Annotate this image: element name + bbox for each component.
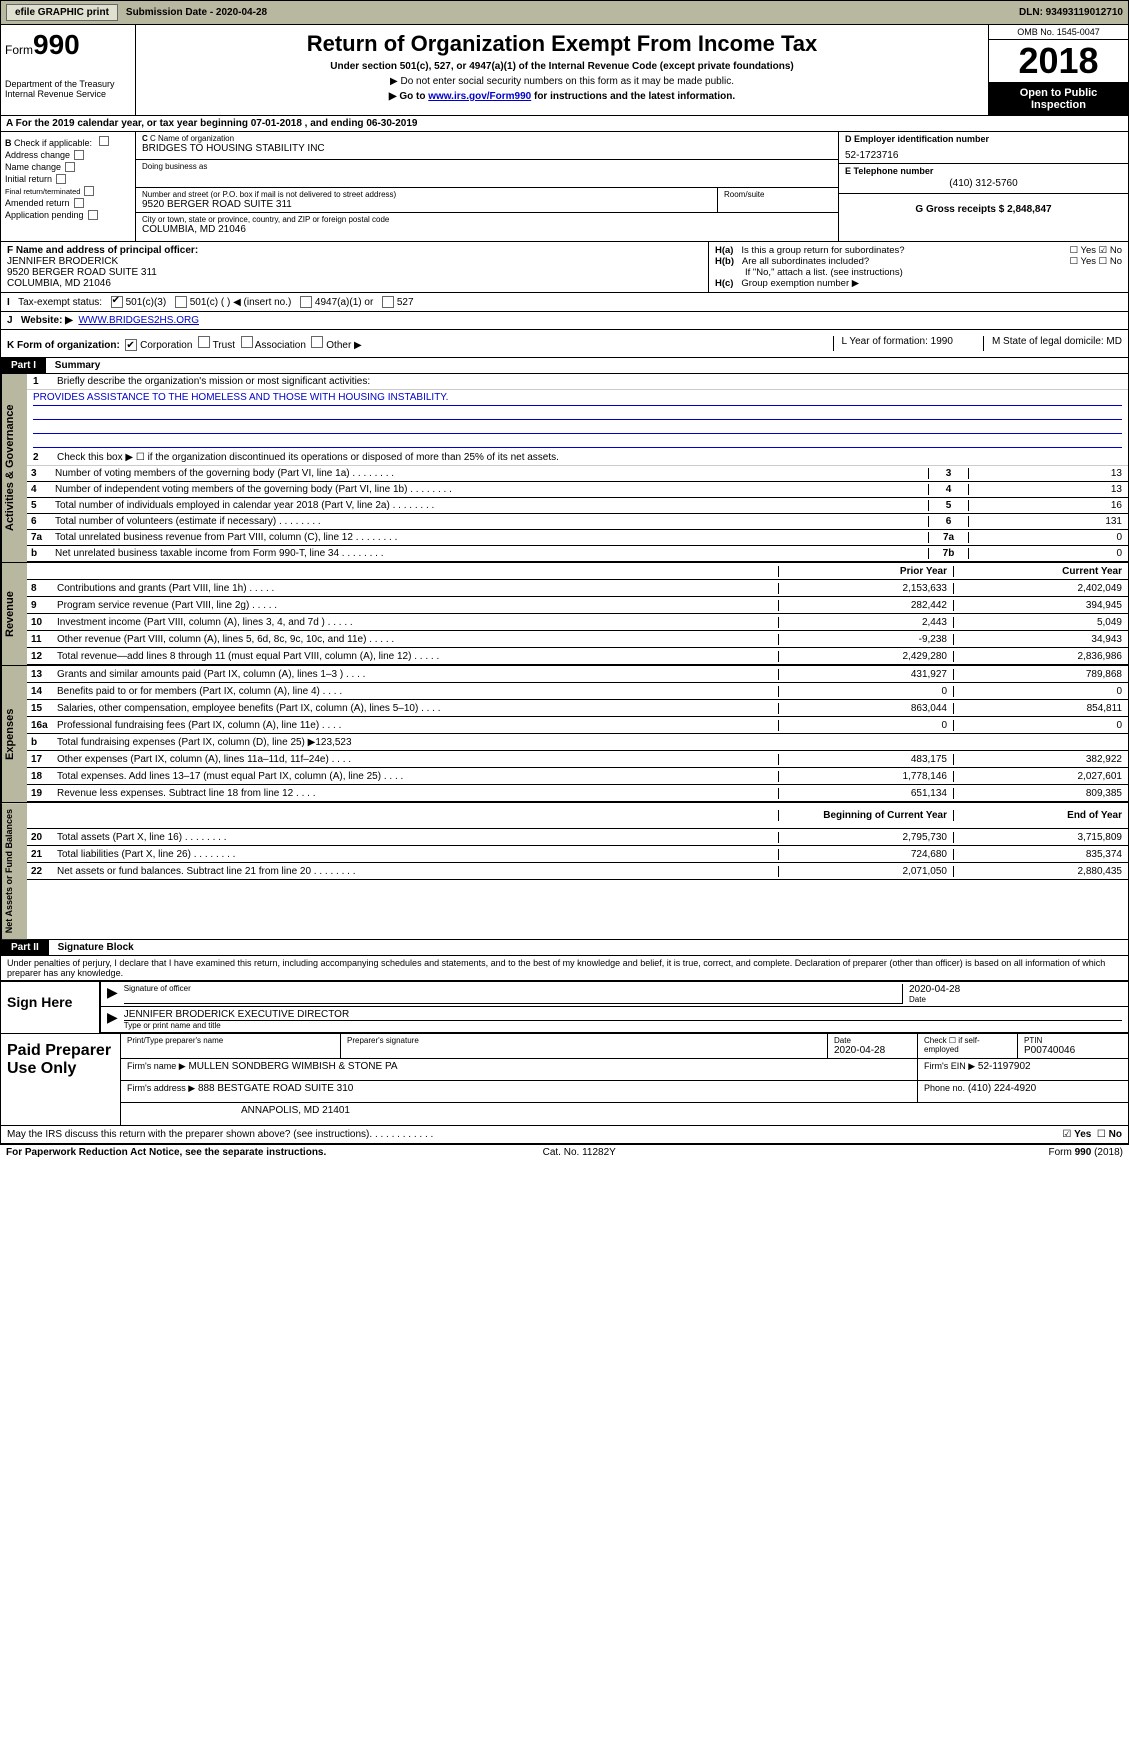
open-to-public: Open to Public Inspection xyxy=(989,83,1128,115)
summary-revenue: Revenue Prior YearCurrent Year 8Contribu… xyxy=(0,563,1129,666)
dept-label: Department of the Treasury Internal Reve… xyxy=(5,79,131,99)
org-name-field: C C Name of organization BRIDGES TO HOUS… xyxy=(136,132,838,160)
footer: For Paperwork Reduction Act Notice, see … xyxy=(0,1144,1129,1160)
paid-preparer-label: Paid Preparer Use Only xyxy=(1,1034,121,1125)
tab-governance: Activities & Governance xyxy=(1,374,27,562)
mission-text: PROVIDES ASSISTANCE TO THE HOMELESS AND … xyxy=(33,392,1122,406)
summary-line-5: 5 Total number of individuals employed i… xyxy=(27,498,1128,514)
tab-net-assets: Net Assets or Fund Balances xyxy=(1,803,27,939)
chk-initial-return[interactable]: Initial return xyxy=(5,174,131,184)
address-field: Number and street (or P.O. box if mail i… xyxy=(136,188,718,212)
exp-line-16a: 16aProfessional fundraising fees (Part I… xyxy=(27,717,1128,734)
exp-line-14: 14Benefits paid to or for members (Part … xyxy=(27,683,1128,700)
tax-year: 2018 xyxy=(989,40,1128,83)
exp-line-b: bTotal fundraising expenses (Part IX, co… xyxy=(27,734,1128,751)
chk-501c[interactable] xyxy=(175,296,187,308)
chk-other[interactable] xyxy=(311,336,323,348)
chk-assoc[interactable] xyxy=(241,336,253,348)
city-field: City or town, state or province, country… xyxy=(136,213,838,241)
chk-address-change[interactable]: Address change xyxy=(5,150,131,160)
exp-line-17: 17Other expenses (Part IX, column (A), l… xyxy=(27,751,1128,768)
exp-line-13: 13Grants and similar amounts paid (Part … xyxy=(27,666,1128,683)
chk-pending[interactable]: Application pending xyxy=(5,210,131,220)
rev-line-8: 8Contributions and grants (Part VIII, li… xyxy=(27,580,1128,597)
note-link: ▶ Go to www.irs.gov/Form990 for instruct… xyxy=(142,91,982,102)
sign-here-label: Sign Here xyxy=(1,982,101,1033)
chk-trust[interactable] xyxy=(198,336,210,348)
ein-field: D Employer identification number 52-1723… xyxy=(839,132,1128,164)
summary-line-6: 6 Total number of volunteers (estimate i… xyxy=(27,514,1128,530)
phone-field: E Telephone number (410) 312-5760 xyxy=(839,164,1128,194)
website-link[interactable]: WWW.BRIDGES2HS.ORG xyxy=(78,315,199,326)
tab-revenue: Revenue xyxy=(1,563,27,665)
rev-line-11: 11Other revenue (Part VIII, column (A), … xyxy=(27,631,1128,648)
chk-501c3[interactable] xyxy=(111,296,123,308)
form-subtitle: Under section 501(c), 527, or 4947(a)(1)… xyxy=(142,61,982,72)
room-field: Room/suite xyxy=(718,188,838,212)
chk-4947[interactable] xyxy=(300,296,312,308)
state-domicile: M State of legal domicile: MD xyxy=(983,336,1122,351)
note-ssn: ▶ Do not enter social security numbers o… xyxy=(142,76,982,87)
chk-corp[interactable]: ✔ xyxy=(125,339,137,351)
part1-header: Part I Summary xyxy=(0,358,1129,374)
row-k-org-form: K Form of organization: ✔ Corporation Tr… xyxy=(0,330,1129,358)
top-bar: efile GRAPHIC print Submission Date - 20… xyxy=(0,0,1129,25)
summary-line-7a: 7a Total unrelated business revenue from… xyxy=(27,530,1128,546)
net-line-21: 21Total liabilities (Part X, line 26) . … xyxy=(27,846,1128,863)
summary-line-7b: b Net unrelated business taxable income … xyxy=(27,546,1128,562)
rev-line-10: 10Investment income (Part VIII, column (… xyxy=(27,614,1128,631)
rev-line-12: 12Total revenue—add lines 8 through 11 (… xyxy=(27,648,1128,665)
tab-expenses: Expenses xyxy=(1,666,27,802)
row-f-officer: F Name and address of principal officer:… xyxy=(0,242,1129,293)
net-line-20: 20Total assets (Part X, line 16) . . . .… xyxy=(27,829,1128,846)
chk-amended[interactable]: Amended return xyxy=(5,198,131,208)
row-i-tax-status: I Tax-exempt status: 501(c)(3) 501(c) ( … xyxy=(0,293,1129,312)
gross-receipts: G Gross receipts $ 2,848,847 xyxy=(839,194,1128,224)
section-identity: B Check if applicable: Address change Na… xyxy=(0,132,1129,242)
net-line-22: 22Net assets or fund balances. Subtract … xyxy=(27,863,1128,880)
part2-header: Part II Signature Block xyxy=(0,940,1129,956)
row-j-website: J Website: ▶ WWW.BRIDGES2HS.ORG xyxy=(0,312,1129,330)
summary-net-assets: Net Assets or Fund Balances Beginning of… xyxy=(0,803,1129,940)
submission-date: Submission Date - 2020-04-28 xyxy=(126,7,267,18)
dln: DLN: 93493119012710 xyxy=(1019,7,1123,18)
summary-line-4: 4 Number of independent voting members o… xyxy=(27,482,1128,498)
irs-link[interactable]: www.irs.gov/Form990 xyxy=(428,91,531,102)
summary-line-3: 3 Number of voting members of the govern… xyxy=(27,466,1128,482)
summary-expenses: Expenses 13Grants and similar amounts pa… xyxy=(0,666,1129,803)
year-formation: L Year of formation: 1990 xyxy=(833,336,953,351)
efile-button[interactable]: efile GRAPHIC print xyxy=(6,4,118,21)
signature-block: Under penalties of perjury, I declare th… xyxy=(0,956,1129,1034)
chk-name-change[interactable]: Name change xyxy=(5,162,131,172)
row-a-tax-year: A For the 2019 calendar year, or tax yea… xyxy=(0,116,1129,132)
form-header: Form990 Department of the Treasury Inter… xyxy=(0,25,1129,116)
form-title: Return of Organization Exempt From Incom… xyxy=(142,31,982,57)
exp-line-18: 18Total expenses. Add lines 13–17 (must … xyxy=(27,768,1128,785)
chk-final-return[interactable]: Final return/terminated xyxy=(5,186,131,196)
discuss-row: May the IRS discuss this return with the… xyxy=(0,1126,1129,1144)
rev-line-9: 9Program service revenue (Part VIII, lin… xyxy=(27,597,1128,614)
omb-number: OMB No. 1545-0047 xyxy=(989,25,1128,40)
chk-527[interactable] xyxy=(382,296,394,308)
dba-field: Doing business as xyxy=(136,160,838,188)
form-number: Form990 xyxy=(5,29,131,61)
paid-preparer-block: Paid Preparer Use Only Print/Type prepar… xyxy=(0,1034,1129,1126)
exp-line-19: 19Revenue less expenses. Subtract line 1… xyxy=(27,785,1128,802)
summary-governance: Activities & Governance 1Briefly describ… xyxy=(0,374,1129,563)
exp-line-15: 15Salaries, other compensation, employee… xyxy=(27,700,1128,717)
